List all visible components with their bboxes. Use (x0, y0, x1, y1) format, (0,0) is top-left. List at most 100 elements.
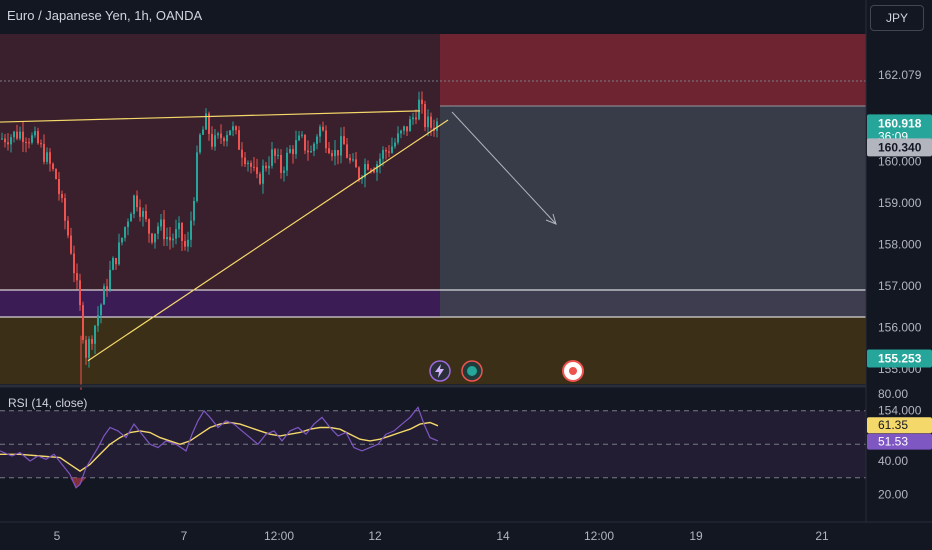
candle-body (424, 104, 426, 128)
price-tick-label: 157.000 (878, 279, 922, 293)
candle-body (415, 117, 417, 120)
candle-body (109, 269, 111, 290)
candle-body (358, 167, 360, 179)
candle-body (19, 131, 21, 139)
candle-body (142, 210, 144, 217)
rsi-value-label-box (867, 433, 932, 450)
rsi-labels: 61.35 51.53 (867, 417, 932, 450)
candle-body (124, 227, 126, 238)
candle-body (340, 136, 342, 156)
candle-body (331, 153, 333, 157)
candle-body (220, 133, 222, 139)
candle-body (301, 134, 303, 136)
candle-body (70, 235, 72, 254)
position-target-zone (440, 106, 866, 317)
news-icon[interactable] (562, 360, 584, 382)
candle-body (262, 165, 264, 184)
candle-body (283, 170, 285, 173)
candle-body (169, 237, 171, 241)
candle-body (205, 113, 207, 130)
candle-body (418, 99, 420, 120)
candle-body (214, 135, 216, 147)
candle-body (430, 116, 432, 128)
time-tick-label: 5 (54, 529, 61, 543)
candle-body (247, 162, 249, 165)
candle-body (52, 163, 54, 170)
wedge-lower-line[interactable] (87, 119, 449, 362)
candle-body (289, 149, 291, 153)
time-tick-label: 7 (181, 529, 188, 543)
candle-body (28, 142, 30, 144)
candle-body (85, 339, 87, 358)
rsi-indicator-label[interactable]: RSI (14, close) (8, 396, 88, 410)
price-label-box (867, 114, 932, 145)
lightning-icon[interactable] (429, 360, 451, 382)
rsi-value-label: 51.53 (878, 435, 908, 449)
price-label-value: 160.340 (878, 140, 922, 154)
candle-body (163, 219, 165, 240)
candle-body (115, 258, 117, 265)
candle-body (250, 162, 252, 167)
candle-body (292, 149, 294, 155)
candle-body (103, 286, 105, 305)
price-label-value: 155.253 (878, 352, 922, 366)
currency-button[interactable]: JPY (870, 5, 924, 31)
candle-body (49, 152, 51, 164)
candle-body (160, 219, 162, 227)
candle-body (313, 143, 315, 152)
economic-event-icon[interactable] (461, 360, 483, 382)
rsi-ma-value-label-box (867, 417, 932, 434)
candle-body (265, 165, 267, 169)
candle-body (67, 220, 69, 236)
candle-body (256, 167, 258, 174)
wedge-upper-line[interactable] (0, 110, 421, 123)
candle-body (367, 164, 369, 170)
candle-body (229, 130, 231, 136)
rsi-axis-ticks: 80.00 40.00 20.00 (878, 387, 908, 502)
candle-body (10, 137, 12, 145)
rsi-tick-label: 80.00 (878, 387, 908, 401)
candle-body (13, 131, 15, 138)
candle-body (202, 129, 204, 135)
candle-body (325, 130, 327, 149)
candle-body (379, 158, 381, 165)
candle-body (208, 113, 210, 134)
bearish-background-zone (0, 34, 440, 290)
candle-body (385, 149, 387, 152)
candle-body (232, 126, 234, 131)
candles (1, 91, 438, 390)
candle-body (145, 210, 147, 220)
candle-body (127, 221, 129, 228)
candle-body (406, 126, 408, 132)
candle-body (274, 149, 276, 156)
candle-body (130, 213, 132, 222)
time-axis[interactable] (0, 522, 932, 550)
candle-body (277, 154, 279, 156)
projection-arrow[interactable] (451, 111, 557, 225)
candle-body (31, 135, 33, 143)
candle-body (298, 135, 300, 141)
candle-body (118, 242, 120, 265)
symbol-title: Euro / Japanese Yen, 1h, OANDA (7, 8, 203, 23)
time-tick-label: 21 (815, 529, 829, 543)
candle-body (310, 151, 312, 153)
rsi-ma-line (0, 421, 439, 472)
candle-body (76, 273, 78, 281)
candle-body (259, 173, 261, 184)
candle-body (370, 169, 372, 171)
candle-body (1, 138, 3, 140)
candle-body (349, 157, 351, 161)
price-tick-label: 160.000 (878, 155, 922, 169)
candle-body (58, 179, 60, 194)
candle-body (421, 99, 423, 105)
candle-body (121, 237, 123, 243)
time-tick-label: 12:00 (264, 529, 294, 543)
candle-body (427, 116, 429, 128)
candle-body (190, 220, 192, 240)
candle-body (238, 130, 240, 150)
candle-body (100, 304, 102, 316)
candle-body (322, 126, 324, 131)
candle-body (178, 222, 180, 230)
